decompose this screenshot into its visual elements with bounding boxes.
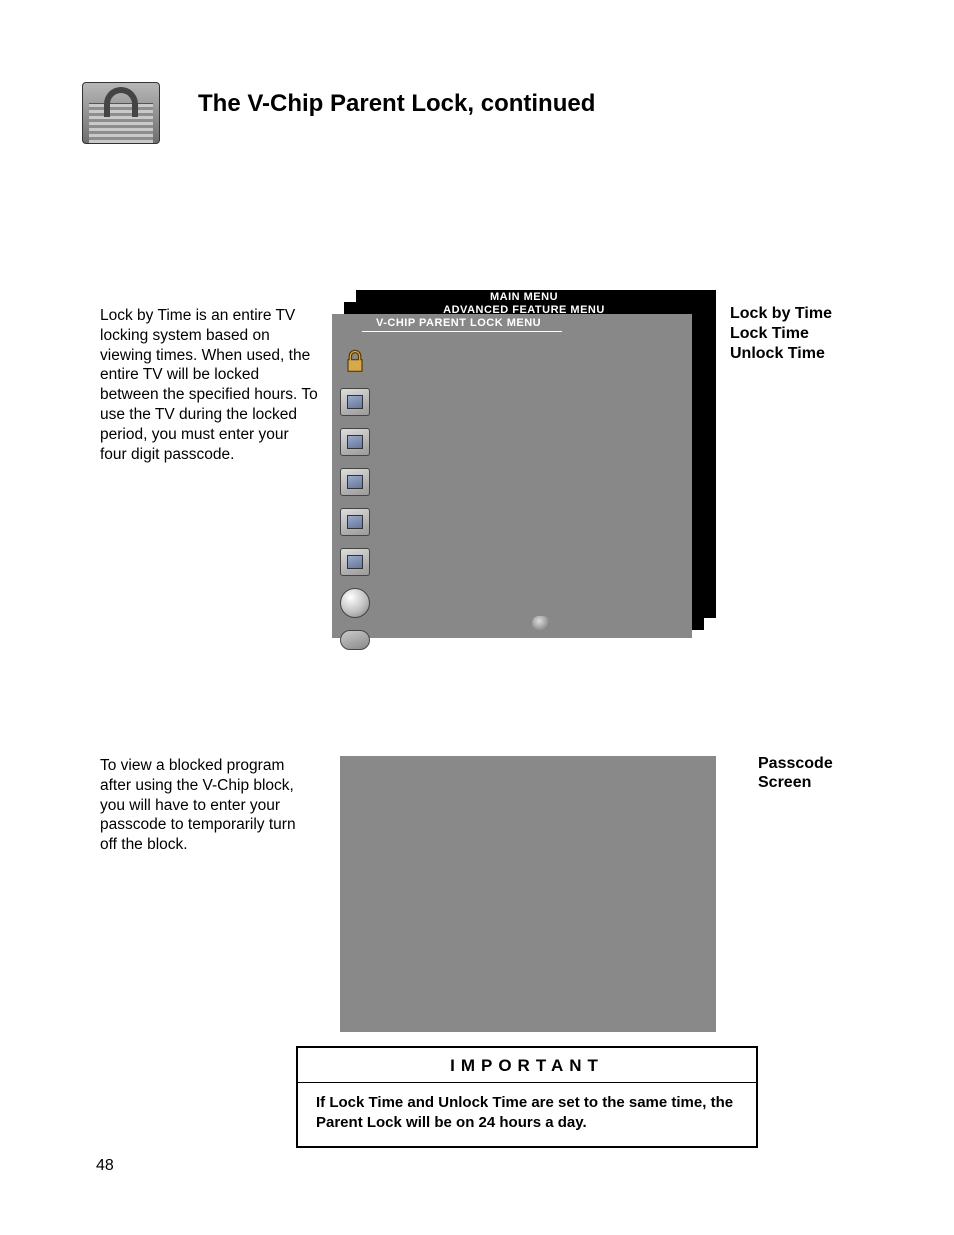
callout-line-1: Lock by Time (730, 304, 832, 324)
page-number: 48 (96, 1157, 114, 1175)
menu-square-icon-1 (340, 388, 370, 416)
menu-title-advanced: ADVANCED FEATURE MENU (332, 304, 716, 316)
menu-title-vchip: V-CHIP PARENT LOCK MENU (332, 317, 740, 329)
callout-lock-by-time: Lock by Time Lock Time Unlock Time (730, 304, 832, 364)
intro-paragraph-passcode: To view a blocked program after using th… (100, 756, 310, 855)
vchip-menu-screenshot: MAIN MENU ADVANCED FEATURE MENU V-CHIP P… (332, 290, 716, 638)
menu-square-icon-4 (340, 508, 370, 536)
menu-circle-icon (340, 588, 370, 618)
menu-pill-icon (340, 630, 370, 650)
callout-passcode-screen: Passcode Screen (758, 754, 833, 792)
callout-line-3: Unlock Time (730, 344, 832, 364)
menu-title-main: MAIN MENU (332, 291, 716, 303)
menu-square-icon-5 (340, 548, 370, 576)
callout-line-2: Lock Time (730, 324, 832, 344)
important-body-text: If Lock Time and Unlock Time are set to … (298, 1083, 756, 1146)
callout2-line-2: Screen (758, 773, 833, 792)
important-heading: IMPORTANT (450, 1056, 604, 1075)
menu-square-icon-3 (340, 468, 370, 496)
lock-header-icon (82, 82, 160, 144)
intro-paragraph-lock-by-time: Lock by Time is an entire TV locking sys… (100, 306, 318, 465)
important-note-box: IMPORTANT If Lock Time and Unlock Time a… (296, 1046, 758, 1148)
menu-indicator-dot (532, 616, 550, 630)
callout2-line-1: Passcode (758, 754, 833, 773)
menu-square-icon-2 (340, 428, 370, 456)
passcode-screen-image (340, 756, 716, 1032)
page-title: The V-Chip Parent Lock, continued (198, 90, 595, 118)
menu-lock-icon (340, 348, 370, 376)
